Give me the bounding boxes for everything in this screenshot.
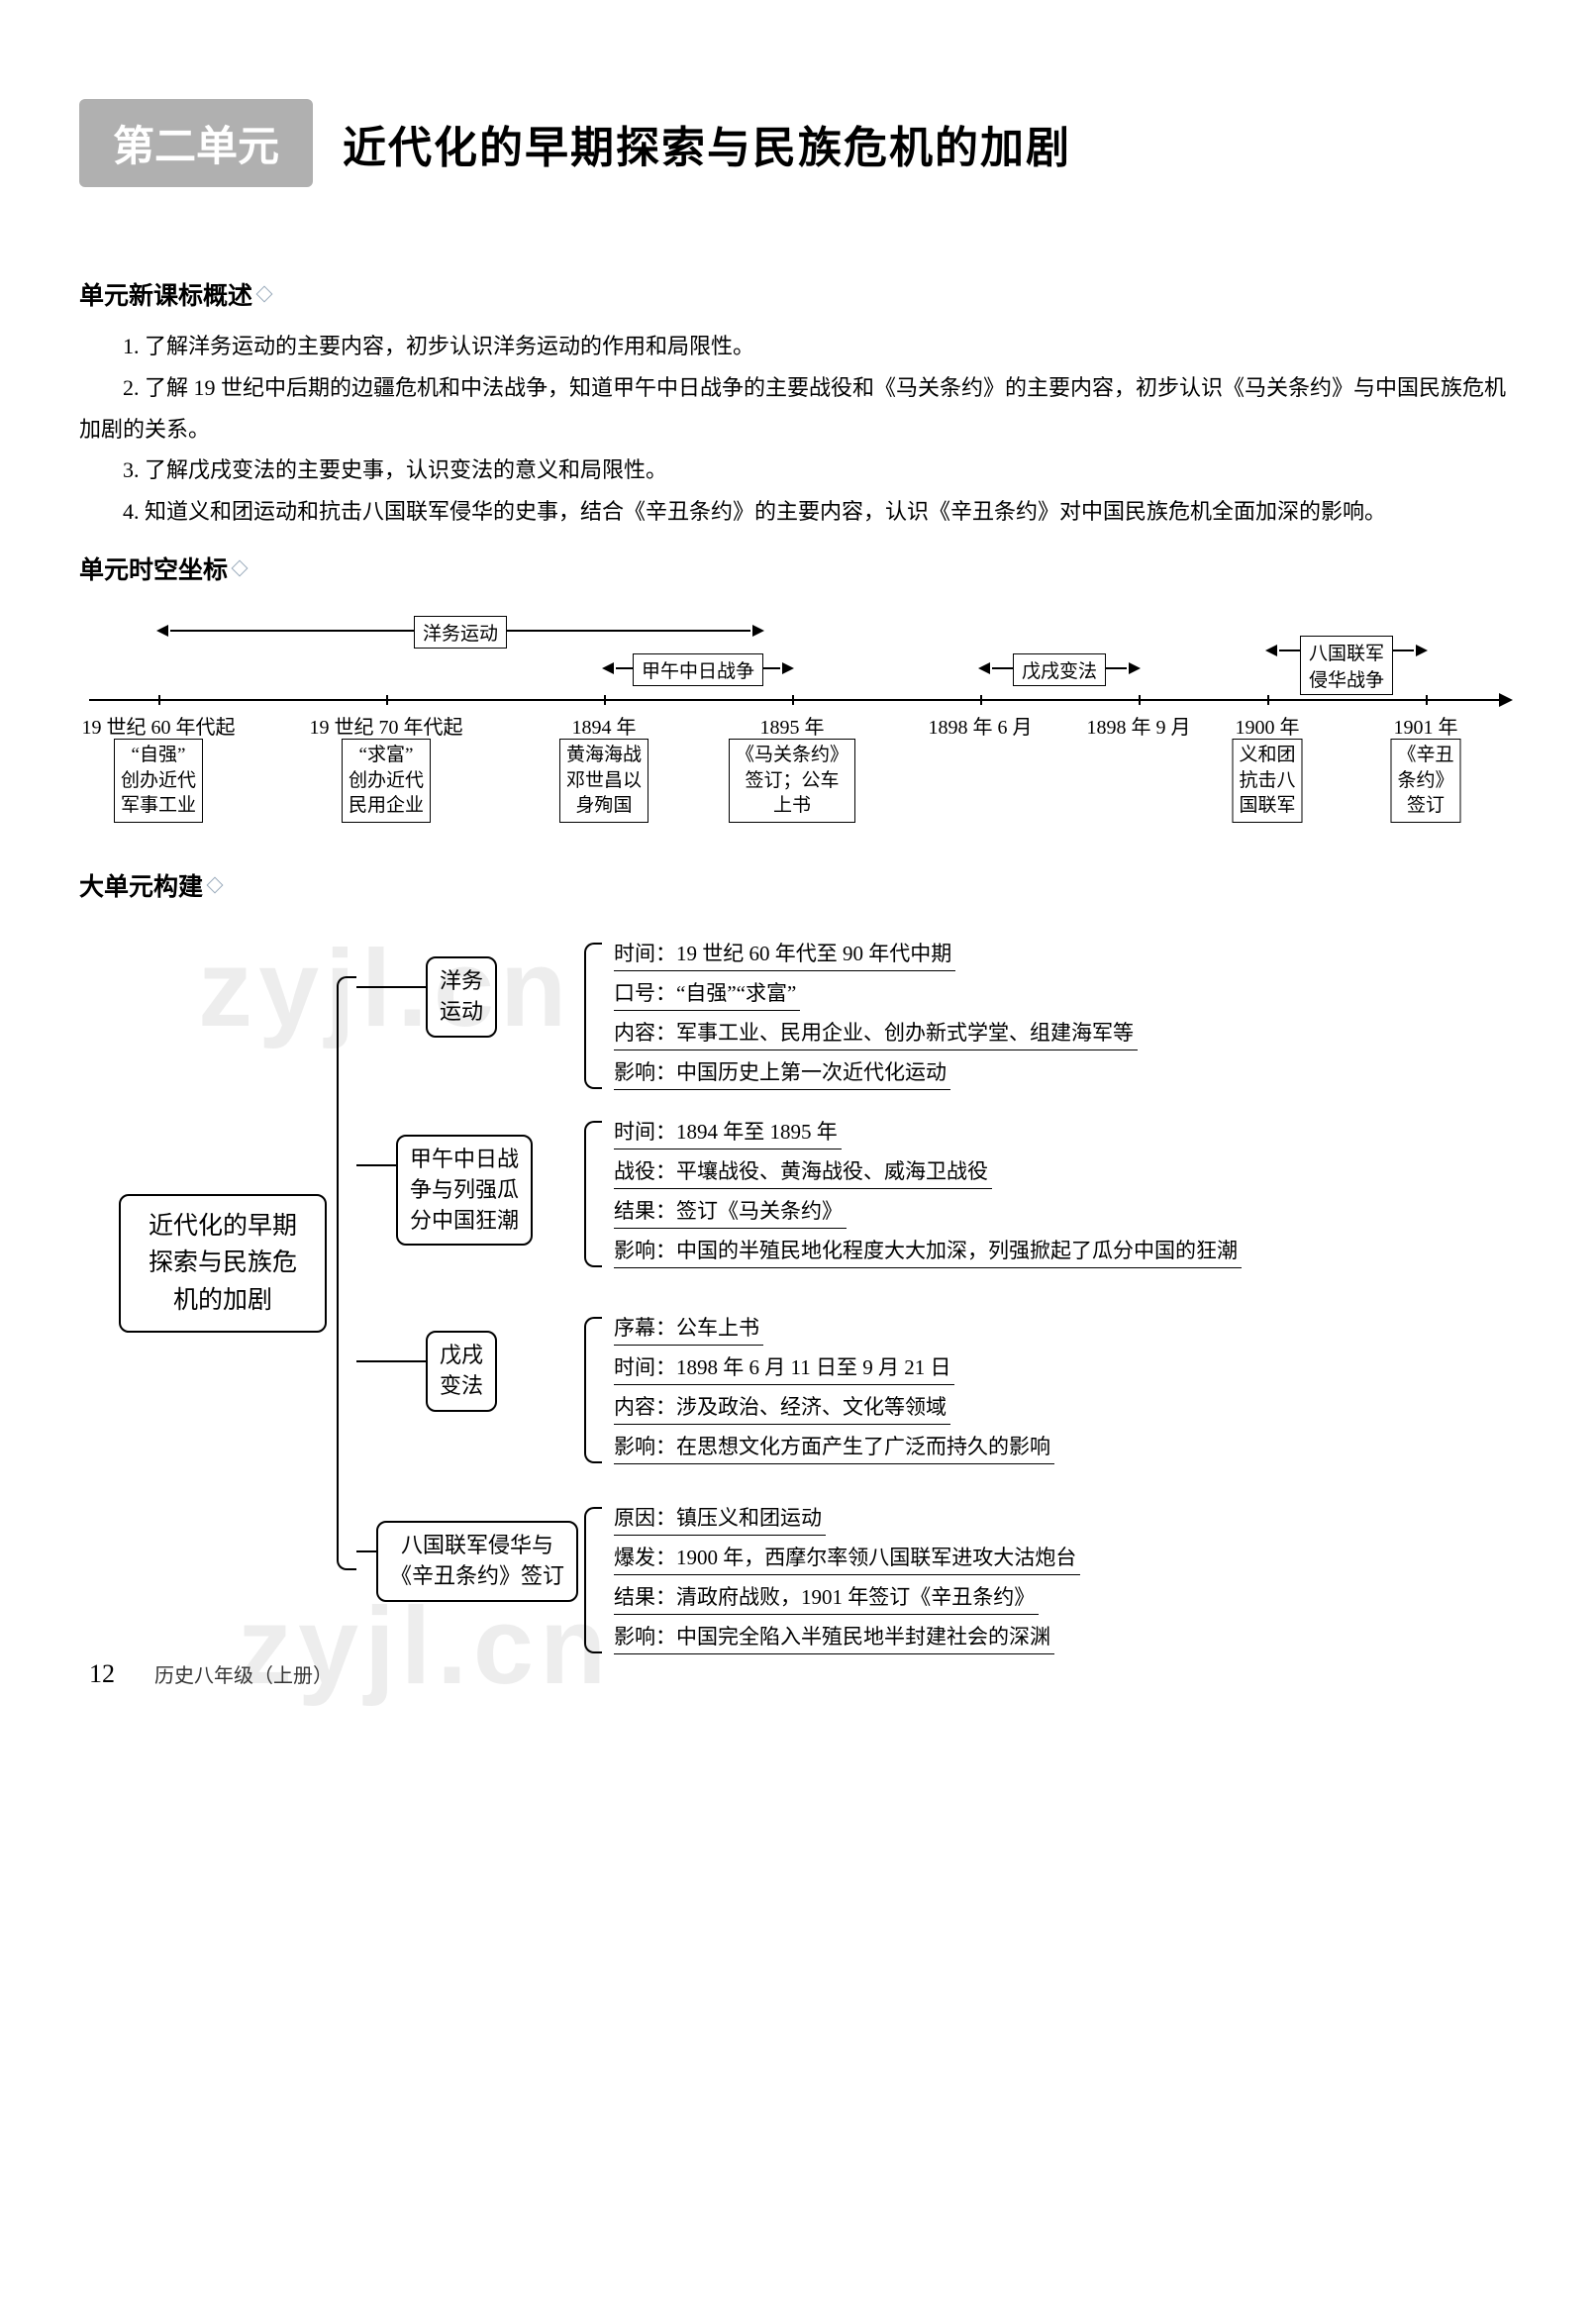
timeline-event-box: 《辛丑条约》签订: [1390, 739, 1460, 823]
concept-detail-row: 结果：签订《马关条约》: [614, 1194, 1242, 1234]
timeline-tick: [1267, 695, 1269, 705]
concept-detail-text: 影响：中国完全陷入半殖民地半封建社会的深渊: [614, 1625, 1054, 1653]
concept-detail-text: 口号：“自强”“求富”: [614, 981, 800, 1010]
timeline-heading: 单元时空坐标: [79, 550, 1517, 586]
concept-detail-text: 结果：签订《马关条约》: [614, 1199, 847, 1228]
connector-line: [356, 986, 426, 988]
concept-detail-row: 影响：在思想文化方面产生了广泛而持久的影响: [614, 1430, 1054, 1469]
concept-detail-text: 影响：在思想文化方面产生了广泛而持久的影响: [614, 1435, 1054, 1463]
overview-p4: 4. 知道义和团运动和抗击八国联军侵华的史事，结合《辛丑条约》的主要内容，认识《…: [79, 491, 1517, 533]
concept-detail-row: 影响：中国历史上第一次近代化运动: [614, 1055, 1138, 1095]
timeline-year: 1895 年: [760, 711, 825, 740]
concept-detail-row: 时间：1894 年至 1895 年: [614, 1115, 1242, 1154]
concept-detail-text: 内容：军事工业、民用企业、创办新式学堂、组建海军等: [614, 1021, 1138, 1050]
timeline-span-label: 甲午中日战争: [633, 653, 763, 686]
concept-detail-row: 爆发：1900 年，西摩尔率领八国联军进攻大沽炮台: [614, 1541, 1080, 1580]
concept-map: 近代化的早期探索与民族危机的加剧 洋务运动 时间：19 世纪 60 年代至 90 …: [79, 917, 1517, 1669]
timeline-tick: [386, 695, 388, 705]
concept-detail-row: 口号：“自强”“求富”: [614, 976, 1138, 1016]
concept-detail-row: 战役：平壤战役、黄海战役、威海卫战役: [614, 1154, 1242, 1194]
overview-heading: 单元新课标概述: [79, 276, 1517, 312]
concept-detail-row: 原因：镇压义和团运动: [614, 1501, 1080, 1541]
timeline-year: 1900 年: [1236, 711, 1300, 740]
timeline-event-box: “自强”创办近代军事工业: [114, 739, 203, 823]
timeline-tick: [604, 695, 606, 705]
timeline-event-box: 义和团抗击八国联军: [1232, 739, 1302, 823]
concept-node: 戊戌变法: [426, 1331, 497, 1412]
overview-p2: 2. 了解 19 世纪中后期的边疆危机和中法战争，知道甲午中日战争的主要战役和《…: [79, 367, 1517, 450]
timeline-year: 1894 年: [572, 711, 637, 740]
concept-detail-row: 结果：清政府战败，1901 年签订《辛丑条约》: [614, 1580, 1080, 1620]
connector-line: [356, 1164, 396, 1166]
connector-line: [356, 1550, 376, 1552]
concept-detail-text: 时间：19 世纪 60 年代至 90 年代中期: [614, 942, 955, 970]
overview-p3: 3. 了解戊戌变法的主要史事，认识变法的意义和局限性。: [79, 450, 1517, 491]
concept-detail-text: 原因：镇压义和团运动: [614, 1506, 826, 1535]
timeline-axis: [89, 699, 1507, 701]
timeline-arrow-icon: [1499, 693, 1513, 707]
brace-icon: [584, 943, 602, 1089]
timeline-tick: [158, 695, 160, 705]
timeline-tick: [1139, 695, 1141, 705]
timeline-wrap: 19 世纪 60 年代起“自强”创办近代军事工业 19 世纪 70 年代起“求富”…: [79, 600, 1517, 838]
concept-root: 近代化的早期探索与民族危机的加剧: [119, 1194, 327, 1334]
timeline-span-label: 八国联军侵华战争: [1300, 636, 1393, 695]
unit-header: 第二单元 近代化的早期探索与民族危机的加剧: [79, 99, 1517, 187]
concept-node: 甲午中日战争与列强瓜分中国狂潮: [396, 1135, 533, 1246]
concept-detail-text: 影响：中国的半殖民地化程度大大加深，列强掀起了瓜分中国的狂潮: [614, 1239, 1242, 1267]
timeline-year: 1901 年: [1394, 711, 1458, 740]
timeline-year: 19 世纪 70 年代起: [310, 711, 463, 740]
timeline-event-box: “求富”创办近代民用企业: [342, 739, 431, 823]
unit-tag: 第二单元: [79, 99, 313, 187]
brace-icon: [584, 1507, 602, 1653]
concept-detail-row: 影响：中国完全陷入半殖民地半封建社会的深渊: [614, 1620, 1080, 1659]
timeline-span-label: 洋务运动: [414, 616, 507, 649]
overview-p1: 1. 了解洋务运动的主要内容，初步认识洋务运动的作用和局限性。: [79, 326, 1517, 367]
timeline-tick: [1426, 695, 1428, 705]
concept-heading: 大单元构建: [79, 867, 1517, 903]
concept-detail-text: 内容：涉及政治、经济、文化等领域: [614, 1395, 950, 1424]
timeline-event-box: 黄海海战邓世昌以身殉国: [559, 739, 648, 823]
timeline-event-box: 《马关条约》签订；公车上书: [729, 739, 855, 823]
concept-detail-text: 时间：1898 年 6 月 11 日至 9 月 21 日: [614, 1355, 954, 1384]
unit-title: 近代化的早期探索与民族危机的加剧: [343, 112, 1071, 175]
timeline-year: 1898 年 9 月: [1087, 711, 1191, 740]
page-footer: 12 历史八年级（上册）: [89, 1659, 333, 1689]
timeline: 19 世纪 60 年代起“自强”创办近代军事工业19 世纪 70 年代起“求富”…: [89, 600, 1507, 838]
concept-detail-text: 爆发：1900 年，西摩尔率领八国联军进攻大沽炮台: [614, 1546, 1080, 1574]
concept-details: 时间：19 世纪 60 年代至 90 年代中期口号：“自强”“求富” 内容：军事工…: [614, 937, 1138, 1095]
concept-detail-text: 序幕：公车上书: [614, 1316, 763, 1345]
concept-detail-row: 影响：中国的半殖民地化程度大大加深，列强掀起了瓜分中国的狂潮: [614, 1234, 1242, 1273]
concept-detail-row: 时间：19 世纪 60 年代至 90 年代中期: [614, 937, 1138, 976]
concept-detail-row: 序幕：公车上书: [614, 1311, 1054, 1350]
concept-detail-text: 战役：平壤战役、黄海战役、威海卫战役: [614, 1159, 992, 1188]
concept-detail-row: 时间：1898 年 6 月 11 日至 9 月 21 日: [614, 1350, 1054, 1390]
book-title: 历史八年级（上册）: [154, 1659, 333, 1688]
timeline-year: 19 世纪 60 年代起: [82, 711, 236, 740]
brace-icon: [584, 1317, 602, 1463]
concept-detail-row: 内容：涉及政治、经济、文化等领域: [614, 1390, 1054, 1430]
concept-details: 序幕：公车上书时间：1898 年 6 月 11 日至 9 月 21 日内容：涉及…: [614, 1311, 1054, 1469]
concept-details: 时间：1894 年至 1895 年战役：平壤战役、黄海战役、威海卫战役结果：签订…: [614, 1115, 1242, 1273]
timeline-tick: [792, 695, 794, 705]
concept-detail-row: 内容：军事工业、民用企业、创办新式学堂、组建海军等: [614, 1016, 1138, 1055]
concept-detail-text: 影响：中国历史上第一次近代化运动: [614, 1060, 950, 1089]
concept-detail-text: 时间：1894 年至 1895 年: [614, 1120, 842, 1149]
brace-icon: [584, 1121, 602, 1267]
concept-details: 原因：镇压义和团运动爆发：1900 年，西摩尔率领八国联军进攻大沽炮台结果：清政…: [614, 1501, 1080, 1659]
timeline-tick: [980, 695, 982, 705]
overview-block: 1. 了解洋务运动的主要内容，初步认识洋务运动的作用和局限性。 2. 了解 19…: [79, 326, 1517, 533]
concept-node: 洋务运动: [426, 956, 497, 1038]
concept-node: 八国联军侵华与《辛丑条约》签订: [376, 1521, 578, 1602]
connector-line: [356, 1360, 426, 1362]
timeline-span-label: 戊戌变法: [1013, 653, 1106, 686]
brace-icon: [337, 976, 356, 1570]
concept-detail-text: 结果：清政府战败，1901 年签订《辛丑条约》: [614, 1585, 1039, 1614]
page-number: 12: [89, 1659, 115, 1689]
timeline-year: 1898 年 6 月: [929, 711, 1033, 740]
